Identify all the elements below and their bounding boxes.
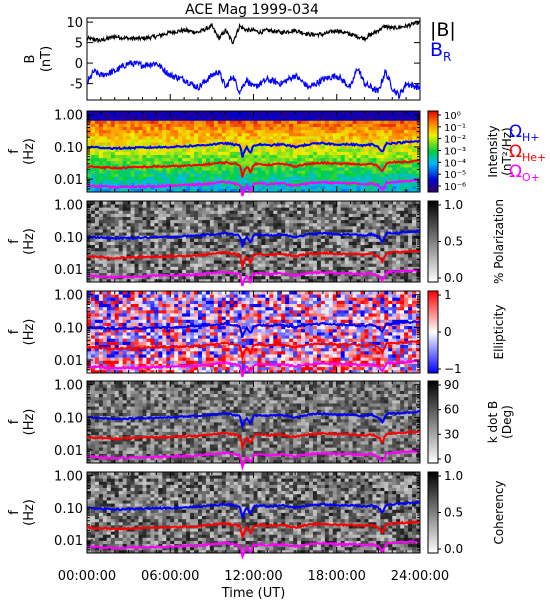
y-tick-label: 0.10 [54,231,83,246]
f-ylabel-unit: (Hz) [22,138,37,165]
legend-omega-oplus: ΩO+ [509,162,540,184]
x-tick-label: 00:00:00 [58,569,116,584]
f-ylabel: f [7,329,22,334]
legend-b-r-subscript: R [443,50,451,64]
colorbar-5: 1.0 0.5 0.0 Coherency [428,469,506,556]
legend-b-r: BR [430,39,451,64]
x-axis-label: Time (UT) [221,586,286,600]
colorbar-tick-label: 90 [444,378,459,392]
spectrogram-panels [87,111,420,553]
colorbar-1: 10⁰10⁻¹10⁻²10⁻³10⁻⁴10⁻⁵10⁻⁶Intensity(nT²… [428,111,514,193]
y-tick-label: 1.00 [54,109,83,124]
colorbar-tick-label: 10⁻⁶ [444,182,466,193]
f-ylabel-unit: (Hz) [22,499,37,526]
colorbar-label: Intensity [486,125,500,177]
colorbar-tick-label: 10⁻⁵ [444,170,466,181]
y-tick-label: 0.10 [54,321,83,336]
x-tick-label: 12:00:00 [224,569,282,584]
f-ylabel: f [7,419,22,424]
colorbar-label: % Polarization [492,199,506,284]
y-tick-label: 1.00 [54,199,83,214]
colorbar-label: Coherency [492,480,506,544]
f-ylabel-unit: (Hz) [22,228,37,255]
colorbar-label: Ellipticity [492,305,506,360]
colorbar-scale [428,111,438,192]
colorbar-scale [428,291,438,373]
y-tick-label: 0 [75,57,83,72]
colorbar-tick-label: 10⁰ [444,111,461,122]
legend-omega-heplus: ΩHe+ [509,142,546,164]
colorbar-3: 1 0 −1 Ellipticity [428,288,506,376]
colorbar-tick-label: 10⁻³ [444,147,466,158]
legend-omega-subscript: O+ [522,171,540,184]
colorbar-tick-label: 10⁻¹ [444,123,466,134]
y-tick-label: 10 [66,16,83,31]
b-ylabel: B [23,55,38,64]
colorbar-2: 1.0 0.5 0.0 % Polarization [428,198,506,285]
colorbar-tick-label: 1 [444,288,452,302]
colorbar-scale [428,381,438,463]
colorbar-scale [428,472,438,553]
y-tick-label: -5 [70,78,83,93]
colorbar-tick-label: 0 [444,325,452,339]
colorbar-tick-label: 1.0 [444,469,463,483]
figure-title: ACE Mag 1999-034 [185,2,319,18]
colorbar-tick-label: 0.0 [444,542,463,556]
f-ylabel: f [7,510,22,515]
colorbar-tick-label: −1 [444,362,462,376]
f-ylabel-unit: (Hz) [22,319,37,346]
legend-omega-hplus: ΩH+ [509,122,540,144]
y-tick-label: 0.01 [54,173,83,188]
y-tick-label: 1.00 [54,379,83,394]
y-tick-label: 5 [75,37,83,52]
spectrogram-panel-4 [87,381,420,463]
spectrogram-panel-5 [87,472,420,553]
colorbar-tick-label: 60 [444,403,459,417]
y-tick-label: 1.00 [54,470,83,485]
colorbar-tick-label: 0 [444,452,452,466]
spectrogram-panel-3 [87,291,420,373]
legend-omega-subscript: H+ [522,131,540,144]
y-tick-label: 0.10 [54,502,83,517]
spectrogram-panel-1 [87,111,420,192]
colorbar-4: 90 60 30 0 k dot B(Deg) [428,378,514,466]
x-tick-label: 24:00:00 [391,569,449,584]
colorbar-tick-label: 10⁻⁴ [444,158,466,169]
legend-omega-subscript: He+ [522,151,546,164]
x-tick-label: 06:00:00 [141,569,199,584]
colorbar-label-unit: (Deg) [500,405,514,439]
f-ylabel-unit: (Hz) [22,409,37,436]
f-ylabel: f [7,239,22,244]
colorbars: 10⁰10⁻¹10⁻²10⁻³10⁻⁴10⁻⁵10⁻⁶Intensity(nT²… [428,111,546,556]
colorbar-scale [428,201,438,282]
b-ylabel-unit: (nT) [39,46,54,72]
y-tick-label: 0.01 [54,444,83,459]
spectrogram-panel-2 [87,201,420,282]
y-tick-label: 0.10 [54,411,83,426]
legend-b-magnitude: |B| [430,19,456,41]
y-tick-label: 1.00 [54,289,83,304]
colorbar-tick-label: 0.5 [444,506,463,520]
colorbar-tick-label: 30 [444,427,459,441]
colorbar-label: k dot B [486,401,500,443]
y-tick-label: 0.01 [54,263,83,278]
colorbar-tick-label: 1.0 [444,198,463,212]
colorbar-tick-label: 10⁻² [444,135,466,146]
b-field-panel: -5 0 5 10 B(nT) |B|BR [23,16,456,100]
colorbar-tick-label: 0.5 [444,235,463,249]
colorbar-tick-label: 0.0 [444,271,463,285]
y-tick-label: 0.10 [54,141,83,156]
f-ylabel: f [7,149,22,154]
x-tick-label: 18:00:00 [308,569,366,584]
y-tick-label: 0.01 [54,354,83,369]
y-tick-label: 0.01 [54,534,83,549]
